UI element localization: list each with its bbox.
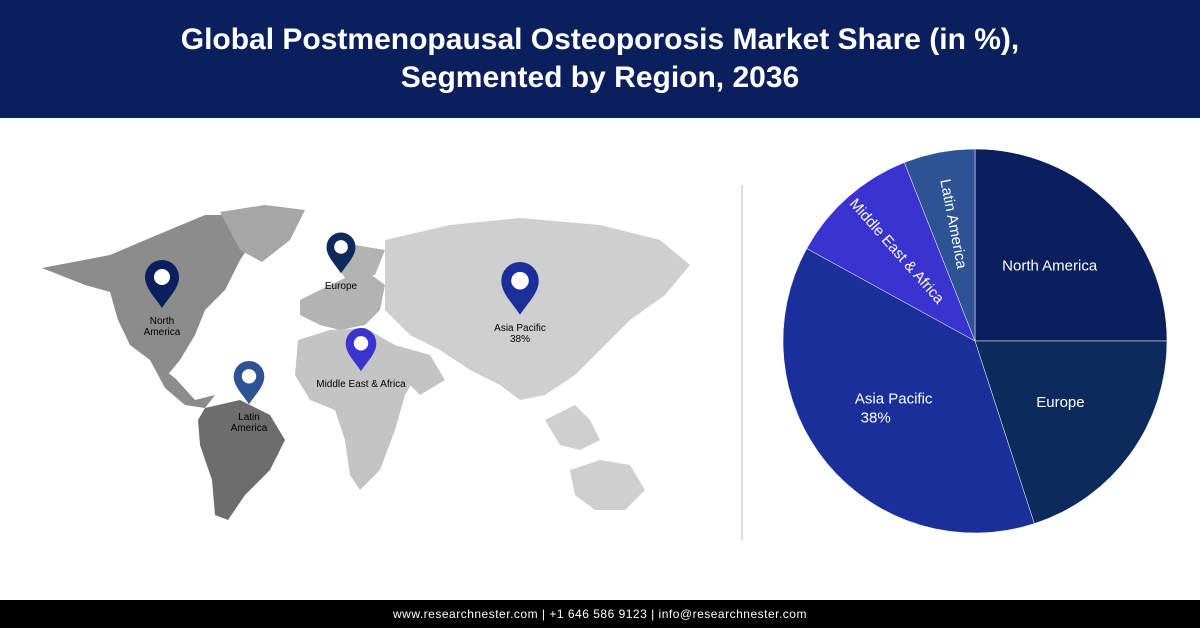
- map-label: Middle East & Africa: [316, 379, 406, 390]
- pin-hole: [241, 369, 257, 384]
- header: Global Postmenopausal Osteoporosis Marke…: [0, 0, 1200, 118]
- pie-slice: [903, 148, 976, 342]
- map-pin: [345, 328, 377, 372]
- pie-slice: [974, 148, 1168, 342]
- pie-slice: [806, 162, 976, 342]
- map-pin: [326, 232, 356, 274]
- slice-label: Asia Pacific 38%: [855, 390, 933, 426]
- slice-label: North America: [1002, 257, 1098, 274]
- map-label: Europe: [324, 281, 358, 292]
- chart-title: Global Postmenopausal Osteoporosis Marke…: [180, 23, 1020, 94]
- map-pin: [145, 260, 179, 308]
- map-value-label: 38%: [509, 334, 530, 345]
- pin-hole: [353, 336, 369, 351]
- map-label: North America: [143, 316, 181, 338]
- slice-label-name: North America: [1002, 257, 1098, 274]
- footer: www.researchnester.com | +1 646 586 9123…: [0, 600, 1200, 628]
- map-pin: [501, 262, 539, 315]
- pie-slice: [782, 248, 1035, 534]
- pin-hole: [334, 240, 348, 254]
- map-label: Latin America: [230, 412, 268, 434]
- map-label: Asia Pacific: [494, 323, 546, 334]
- pin-hole: [511, 271, 529, 290]
- slice-label-name: Europe: [1036, 394, 1084, 411]
- map-pin: [233, 361, 265, 405]
- world-map: [42, 205, 690, 520]
- slice-label-name: Asia Pacific: [855, 390, 933, 407]
- pie-slice: [974, 340, 1168, 524]
- slice-value-label: 38%: [861, 409, 891, 426]
- pin-hole: [154, 269, 170, 285]
- slice-label: Europe: [1036, 394, 1084, 411]
